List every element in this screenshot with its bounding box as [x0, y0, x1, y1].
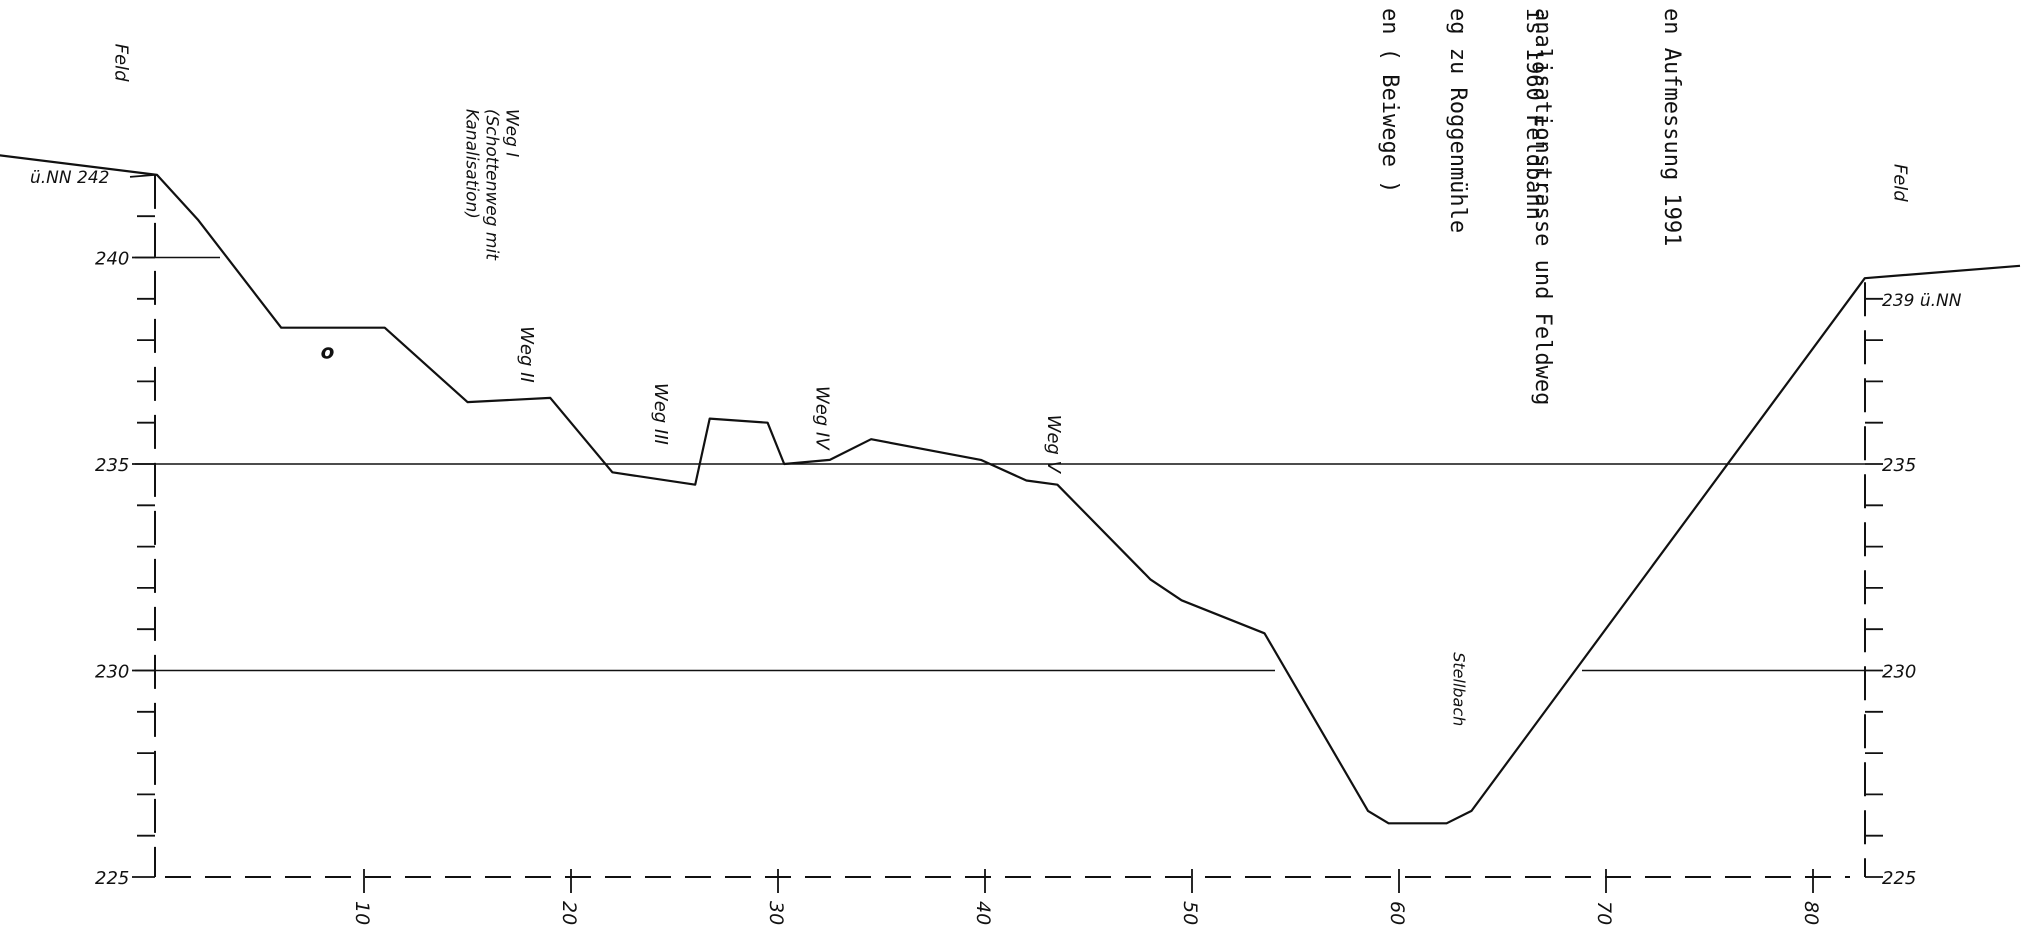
axes: ü.NN 242 240 235 230 225 239 ü.NN 235 230 225 10 2…: [30, 168, 1962, 925]
right-axis-label-225: 225: [1882, 868, 1916, 889]
x-axis-label-60: 60: [1386, 901, 1408, 925]
x-axis-label-10: 10: [351, 901, 373, 925]
terrain-profile-line: [0, 154, 2021, 825]
left-axis-label-225: 225: [95, 868, 129, 889]
height-gridlines: [135, 256, 1865, 672]
weg-1-description-line-2: Kanalisation): [462, 109, 482, 219]
right-axis-label-230: 230: [1882, 662, 1916, 683]
weg-3-label: Weg III: [650, 383, 671, 445]
left-axis-label-240: 240: [95, 249, 129, 270]
kanalisation-marker: o: [321, 339, 335, 363]
right-axis-top-label: 239 ü.NN: [1882, 291, 1962, 311]
feld-right-label: Feld: [1890, 164, 1911, 202]
legend-text: en Aufmessung 1991 is 1960 Feldbahnanalis…: [1377, 8, 1684, 405]
terrain-line: [0, 154, 2021, 825]
legend-line-5: en ( Beiwege ): [1377, 8, 1402, 193]
stellbach-label: Stellbach: [1450, 652, 1469, 726]
weg-5-label: Weg V: [1043, 415, 1064, 475]
x-axis-label-70: 70: [1593, 901, 1615, 925]
weg-1-description-line-1: (Schottenweg mit: [482, 109, 502, 261]
left-axis-label-230: 230: [95, 662, 129, 683]
feld-left-label: Feld: [111, 44, 132, 82]
legend-line-1: en Aufmessung 1991: [1659, 8, 1684, 246]
x-axis-label-50: 50: [1179, 901, 1201, 925]
legend-line-2: is 1960 Feldbahn: [1521, 8, 1546, 220]
x-axis-label-20: 20: [558, 901, 580, 925]
weg-1-label: Weg I: [502, 109, 522, 157]
x-axis-label-80: 80: [1800, 901, 1822, 925]
legend-line-3: analisationstrasse und Feldweg: [1530, 8, 1555, 405]
left-axis-top-label: ü.NN 242: [30, 168, 109, 188]
right-axis-label-235: 235: [1882, 455, 1916, 476]
weg-4-label: Weg IV: [811, 386, 832, 451]
weg-2-label: Weg II: [516, 326, 537, 383]
x-axis-label-30: 30: [765, 901, 787, 925]
left-axis-label-235: 235: [95, 455, 129, 476]
x-axis-label-40: 40: [972, 901, 994, 925]
legend-line-4: eg zu Roggenmühle: [1445, 8, 1470, 233]
